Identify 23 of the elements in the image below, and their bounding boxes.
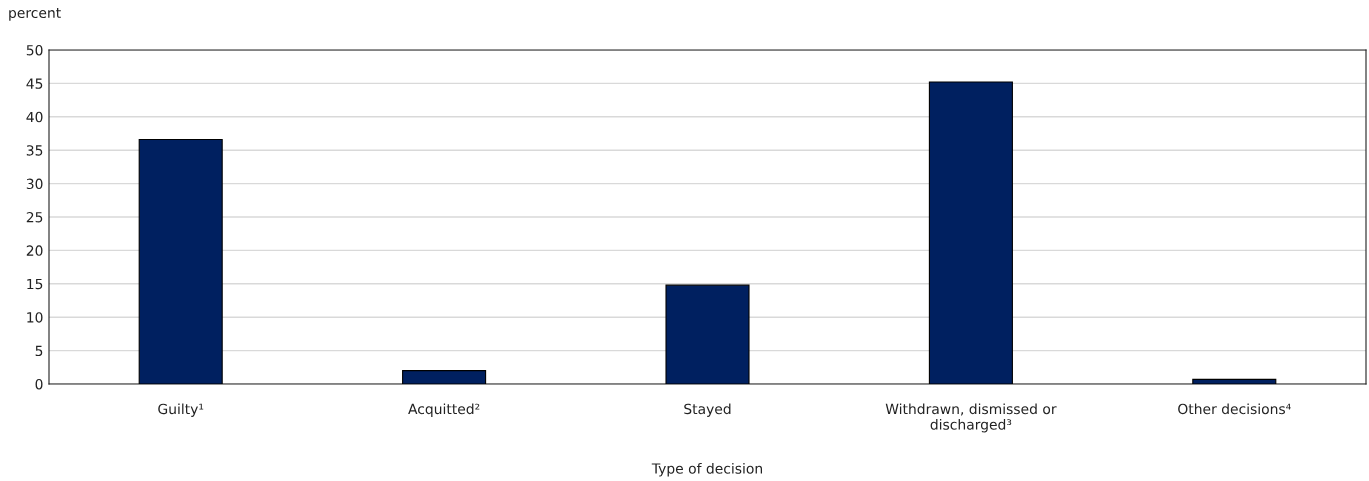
y-tick-label: 40 (26, 111, 43, 123)
bar (402, 370, 487, 384)
x-tick-label: Withdrawn, dismissed or discharged³ (885, 403, 1057, 433)
y-tick-label: 0 (35, 378, 43, 390)
x-tick-label: Other decisions⁴ (1178, 403, 1291, 415)
x-tick-label: Guilty¹ (158, 403, 204, 417)
y-tick-label: 30 (26, 178, 43, 190)
y-tick-label: 5 (35, 345, 43, 357)
bar (665, 284, 750, 384)
x-tick-label: Stayed (684, 403, 731, 417)
x-axis-title: Type of decision (651, 462, 762, 477)
y-tick-label: 25 (26, 211, 43, 223)
y-tick-label: 15 (27, 278, 43, 290)
bar (928, 81, 1013, 384)
y-tick-label: 35 (26, 145, 43, 156)
y-tick-label: 20 (26, 245, 43, 256)
y-axis-title: percent (9, 8, 61, 21)
y-tick-label: 10 (27, 312, 43, 323)
bar (1192, 378, 1277, 384)
bar (138, 138, 223, 384)
y-tick-label: 45 (26, 78, 43, 89)
y-tick-label: 50 (26, 44, 43, 56)
x-tick-label: Acquitted² (408, 403, 480, 417)
